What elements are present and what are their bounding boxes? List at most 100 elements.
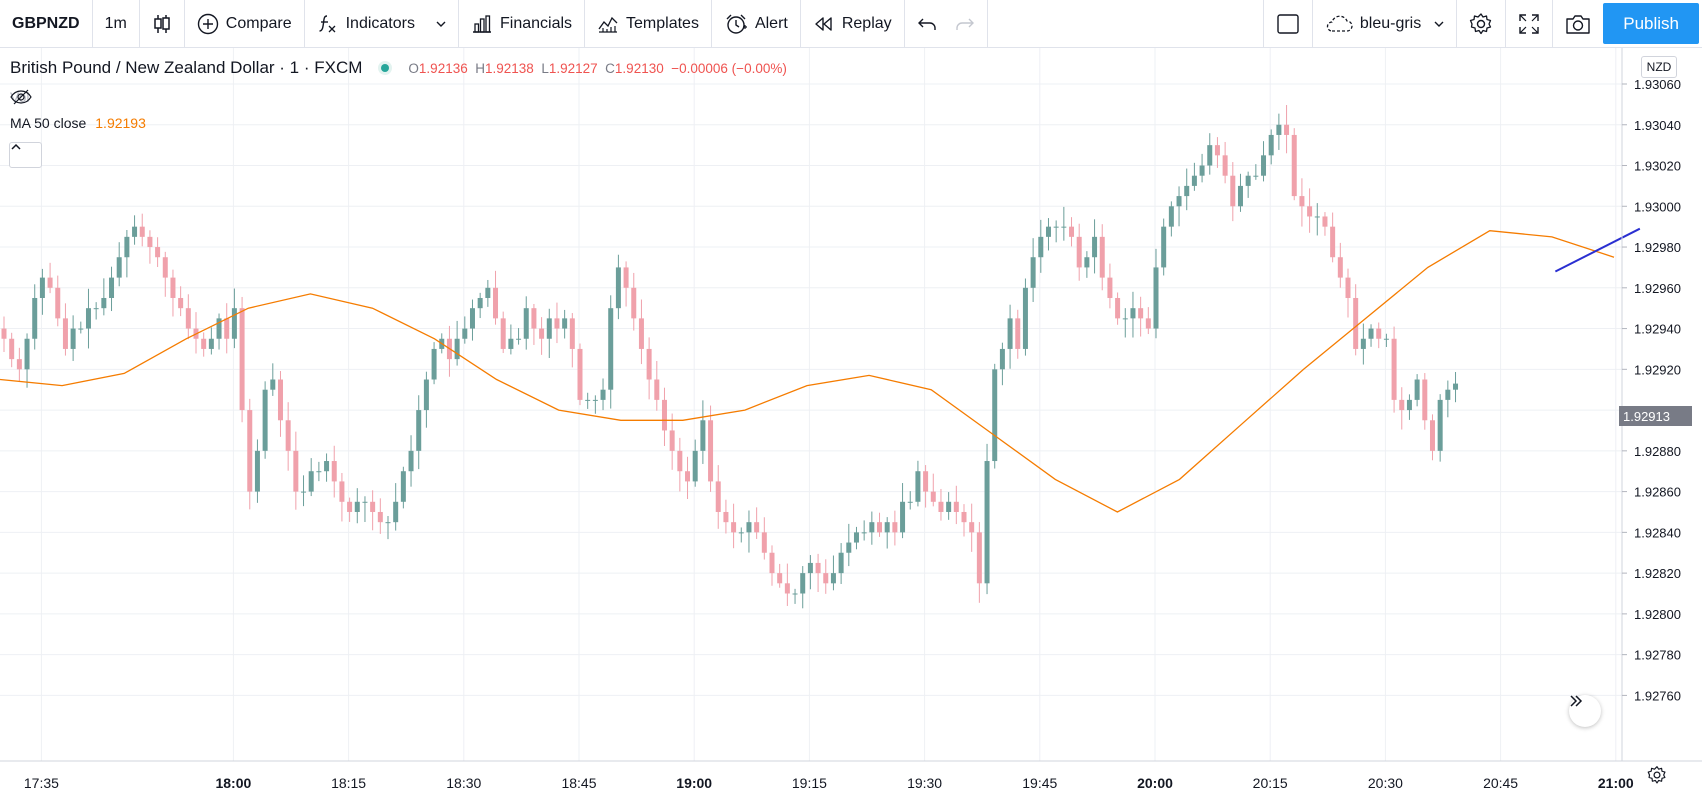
candle-body[interactable] — [1130, 308, 1136, 319]
candle-body[interactable] — [132, 226, 138, 237]
candle-body[interactable] — [262, 389, 268, 451]
candle-body[interactable] — [669, 430, 675, 451]
candle-body[interactable] — [1453, 383, 1459, 390]
candle-body[interactable] — [477, 297, 483, 309]
candle-body[interactable] — [454, 338, 460, 360]
candle-body[interactable] — [830, 573, 836, 584]
candle-body[interactable] — [1299, 196, 1305, 207]
candle-body[interactable] — [723, 511, 729, 523]
candle-body[interactable] — [1237, 185, 1243, 207]
chart-area[interactable]: 1.93060 1.93040 1.93020 1.93000 1.92980 1.929… — [0, 48, 1702, 803]
candle-body[interactable] — [1045, 226, 1051, 237]
candle-body[interactable] — [178, 297, 184, 309]
candle-body[interactable] — [1184, 185, 1190, 197]
candle-body[interactable] — [900, 501, 906, 533]
candle-body[interactable] — [416, 410, 422, 451]
candle-body[interactable] — [708, 420, 714, 482]
candle-body[interactable] — [585, 399, 591, 401]
candle-body[interactable] — [592, 399, 598, 401]
candle-body[interactable] — [231, 308, 237, 339]
publish-button[interactable]: Publish — [1603, 3, 1699, 44]
candle-body[interactable] — [62, 318, 68, 349]
candle-body[interactable] — [1191, 175, 1197, 186]
candle-body[interactable] — [1038, 236, 1044, 258]
candle-body[interactable] — [877, 522, 883, 533]
collapse-legend-button[interactable] — [9, 142, 42, 168]
chevron-down-icon[interactable] — [436, 20, 446, 28]
candle-body[interactable] — [385, 522, 391, 524]
candle-body[interactable] — [201, 338, 207, 349]
candle-body[interactable] — [377, 511, 383, 523]
candle-body[interactable] — [331, 461, 337, 482]
candle-body[interactable] — [807, 562, 813, 574]
candle-body[interactable] — [277, 379, 283, 421]
candle-body[interactable] — [938, 501, 944, 512]
candle-body[interactable] — [1, 328, 7, 339]
candle-body[interactable] — [1253, 175, 1259, 177]
candle-body[interactable] — [93, 308, 99, 310]
candle-body[interactable] — [892, 522, 898, 533]
candle-body[interactable] — [1261, 155, 1267, 176]
templates-button[interactable]: Templates — [585, 0, 712, 47]
candle-body[interactable] — [777, 573, 783, 584]
candle-body[interactable] — [915, 471, 921, 502]
candle-body[interactable] — [1445, 389, 1451, 400]
price-chart[interactable]: 1.93060 1.93040 1.93020 1.93000 1.92980 1.929… — [0, 48, 1702, 803]
candle-body[interactable] — [16, 359, 22, 370]
candle-body[interactable] — [930, 491, 936, 502]
candle-body[interactable] — [992, 369, 998, 462]
candle-body[interactable] — [1092, 236, 1098, 258]
candle-body[interactable] — [1437, 399, 1443, 451]
candle-body[interactable] — [208, 338, 214, 349]
candle-body[interactable] — [846, 542, 852, 553]
candle-body[interactable] — [1429, 420, 1435, 451]
candle-body[interactable] — [623, 267, 629, 288]
candle-body[interactable] — [109, 277, 115, 298]
candle-body[interactable] — [853, 532, 859, 543]
candle-body[interactable] — [1307, 206, 1313, 217]
candle-body[interactable] — [638, 318, 644, 349]
candle-body[interactable] — [508, 338, 514, 349]
candle-body[interactable] — [301, 491, 307, 493]
candle-body[interactable] — [270, 379, 276, 390]
candle-body[interactable] — [738, 532, 744, 534]
candle-body[interactable] — [500, 318, 506, 349]
candle-body[interactable] — [923, 471, 929, 492]
candle-body[interactable] — [9, 338, 15, 360]
candle-body[interactable] — [347, 501, 353, 512]
candle-body[interactable] — [339, 481, 345, 502]
candle-body[interactable] — [1399, 399, 1405, 411]
candle-body[interactable] — [285, 420, 291, 451]
candle-body[interactable] — [1245, 175, 1251, 186]
candle-body[interactable] — [1268, 134, 1274, 156]
candle-body[interactable] — [1291, 134, 1297, 197]
candle-body[interactable] — [715, 481, 721, 512]
candle-body[interactable] — [1061, 226, 1067, 228]
candle-body[interactable] — [646, 348, 652, 380]
candle-body[interactable] — [423, 379, 429, 411]
candle-body[interactable] — [124, 236, 130, 258]
candle-body[interactable] — [155, 247, 161, 258]
candle-body[interactable] — [700, 420, 706, 451]
candle-body[interactable] — [1069, 226, 1075, 237]
candle-body[interactable] — [792, 593, 798, 595]
moving-average-line[interactable] — [0, 230, 1615, 513]
candle-body[interactable] — [1422, 379, 1428, 421]
candle-body[interactable] — [531, 308, 537, 329]
candle-body[interactable] — [1345, 277, 1351, 298]
chart-style-button[interactable] — [140, 0, 185, 47]
candle-body[interactable] — [101, 297, 107, 309]
candle-body[interactable] — [1383, 338, 1389, 340]
candle-body[interactable] — [907, 501, 913, 503]
replay-button[interactable]: Replay — [801, 0, 905, 47]
candle-body[interactable] — [961, 511, 967, 523]
candle-body[interactable] — [869, 522, 875, 533]
candle-body[interactable] — [1391, 338, 1397, 400]
candle-body[interactable] — [677, 450, 683, 472]
indicators-button[interactable]: Indicators — [305, 0, 459, 47]
candle-body[interactable] — [224, 318, 230, 339]
candle-body[interactable] — [1276, 124, 1282, 135]
candle-body[interactable] — [516, 338, 522, 340]
scroll-to-realtime-button[interactable] — [1569, 695, 1601, 727]
candle-body[interactable] — [1007, 318, 1013, 349]
